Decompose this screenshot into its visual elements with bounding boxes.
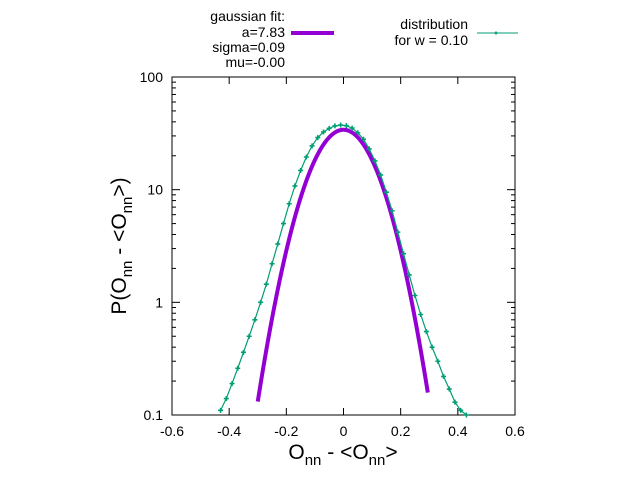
distribution-point	[280, 221, 286, 227]
distribution-point	[326, 125, 332, 131]
gaussian-fit-curve	[255, 127, 430, 402]
y-axis-label-end: >)	[108, 177, 131, 196]
distribution-point	[435, 358, 441, 364]
distribution-point	[235, 365, 241, 371]
x-tick-label: 0.4	[448, 423, 468, 439]
distribution-point	[218, 407, 224, 413]
distribution-point	[343, 123, 349, 129]
distribution-line	[220, 124, 467, 416]
distribution-point	[269, 261, 275, 267]
distribution-point	[223, 396, 229, 402]
distribution-point	[412, 292, 418, 298]
distribution-point	[315, 135, 321, 141]
y-axis-label-sub: nn	[119, 261, 136, 278]
legend-gaussian-fit-a: a=7.83	[242, 24, 285, 40]
legend-distribution-marker	[494, 31, 498, 35]
distribution-point	[406, 272, 412, 278]
distribution-point	[395, 229, 401, 235]
distribution-point	[292, 183, 298, 189]
x-axis-label-end: >	[385, 441, 397, 464]
x-tick-label: 0.6	[505, 423, 525, 439]
x-tick-label: -0.6	[160, 423, 184, 439]
distribution-point	[389, 208, 395, 214]
distribution-point	[286, 201, 292, 207]
distribution-point	[303, 154, 309, 160]
distribution-point	[463, 412, 469, 418]
distribution-point	[309, 143, 315, 149]
legend-gaussian-fit-sigma: sigma=0.09	[212, 39, 285, 55]
distribution-point	[246, 333, 252, 339]
distribution-point	[240, 349, 246, 355]
distribution-point	[252, 317, 258, 323]
distribution-layer	[218, 122, 469, 418]
legend-gaussian-fit-mu: mu=-0.00	[225, 54, 285, 70]
distribution-point	[441, 373, 447, 379]
y-axis-label-main: P(O	[108, 277, 131, 314]
legend-distribution-subtitle: for w = 0.10	[394, 32, 468, 48]
axis-ticks	[171, 76, 516, 416]
distribution-point	[378, 172, 384, 178]
x-axis-label-rest: - <O	[321, 441, 368, 464]
y-axis-label-rest: - <O	[108, 213, 131, 260]
y-tick-label: 100	[140, 69, 164, 85]
distribution-point	[298, 167, 304, 173]
y-tick-label: 0.1	[144, 407, 164, 423]
plot-frame	[171, 76, 516, 416]
distribution-point	[355, 130, 361, 136]
x-tick-label: -0.4	[217, 423, 241, 439]
x-tick-label: 0.2	[391, 423, 411, 439]
distribution-point	[418, 311, 424, 317]
distribution-point	[429, 344, 435, 350]
x-axis-label-sub2: nn	[369, 452, 386, 469]
distribution-point	[338, 122, 344, 128]
legend-distribution-title: distribution	[400, 16, 468, 32]
distribution-point	[458, 407, 464, 413]
x-axis-label-main: O	[288, 441, 304, 464]
distribution-point	[258, 299, 264, 305]
y-axis-label: P(Onn - <Onn>)	[108, 177, 136, 314]
distribution-point	[229, 381, 235, 387]
axis-tick-labels: -0.6 -0.4 -0.2 0 0.2 0.4 0.6 0.1 1 10 100	[140, 69, 525, 439]
y-tick-label: 10	[147, 182, 163, 198]
distribution-point	[423, 329, 429, 335]
distribution-point	[349, 125, 355, 131]
distribution-point	[332, 123, 338, 129]
y-axis-label-sub2: nn	[119, 197, 136, 214]
distribution-point	[372, 158, 378, 164]
distribution-point	[275, 241, 281, 247]
x-axis-label-sub: nn	[305, 452, 322, 469]
distribution-point	[320, 129, 326, 135]
distribution-point	[401, 251, 407, 257]
x-tick-label: -0.2	[274, 423, 298, 439]
distribution-point	[383, 189, 389, 195]
legend-distribution: distribution for w = 0.10	[394, 16, 518, 48]
distribution-point	[263, 281, 269, 287]
distribution-point	[446, 386, 452, 392]
distribution-point	[452, 399, 458, 405]
gaussian-fit-layer	[255, 127, 430, 402]
legend-gaussian-fit: gaussian fit: a=7.83 sigma=0.09 mu=-0.00	[210, 8, 334, 70]
legend-gaussian-fit-title: gaussian fit:	[210, 8, 285, 24]
x-tick-label: 0	[340, 423, 348, 439]
y-tick-label: 1	[155, 294, 163, 310]
distribution-point	[366, 146, 372, 152]
x-axis-label: Onn - <Onn>	[288, 441, 397, 469]
distribution-point	[361, 136, 367, 142]
